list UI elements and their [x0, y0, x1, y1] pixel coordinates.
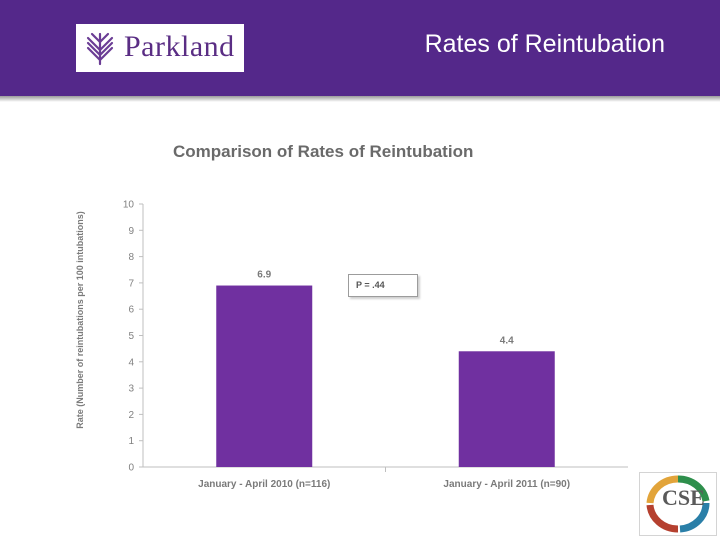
y-tick-labels: 0 1 2 3 4 5 6 7 8 9 10 [123, 200, 135, 474]
y-axis-label: Rate (Number of reintubations per 100 in… [75, 211, 85, 429]
y-tick-label: 9 [128, 226, 134, 237]
y-tick-label: 8 [128, 252, 134, 263]
cse-logo: CSE [639, 472, 717, 536]
bar-data-label: 4.4 [500, 335, 514, 346]
y-tick-label: 6 [128, 305, 134, 316]
bar-data-label: 6.9 [257, 270, 271, 281]
cse-logo-text: CSE [662, 485, 705, 510]
y-tick-label: 10 [123, 200, 135, 211]
bar [458, 351, 555, 467]
chart-bars [216, 285, 555, 467]
parkland-leaf-icon [86, 32, 114, 66]
y-tick-label: 7 [128, 278, 134, 289]
cycle-arrows-icon [646, 475, 710, 533]
parkland-logo: Parkland [76, 24, 244, 72]
category-label: January - April 2011 (n=90) [443, 479, 570, 490]
y-tick-label: 0 [128, 463, 134, 474]
logo-text: Parkland [124, 30, 235, 63]
y-tick-label: 1 [128, 436, 134, 447]
slide-title: Rates of Reintubation [424, 30, 665, 58]
category-label: January - April 2010 (n=116) [198, 479, 330, 490]
category-labels: January - April 2010 (n=116) January - Ap… [198, 479, 570, 490]
y-tick-label: 2 [128, 410, 134, 421]
y-tick-label: 3 [128, 384, 134, 395]
y-tick-label: 4 [128, 357, 134, 368]
p-value-text: P = .44 [356, 280, 385, 290]
data-labels: 6.9 4.4 [257, 270, 514, 347]
chart-title: Comparison of Rates of Reintubation [173, 142, 473, 161]
bar [216, 285, 313, 467]
y-tick-label: 5 [128, 331, 134, 342]
slide-header: Parkland Rates of Reintubation [0, 0, 720, 96]
header-divider [0, 96, 720, 102]
p-value-annotation: P = .44 [348, 274, 418, 297]
